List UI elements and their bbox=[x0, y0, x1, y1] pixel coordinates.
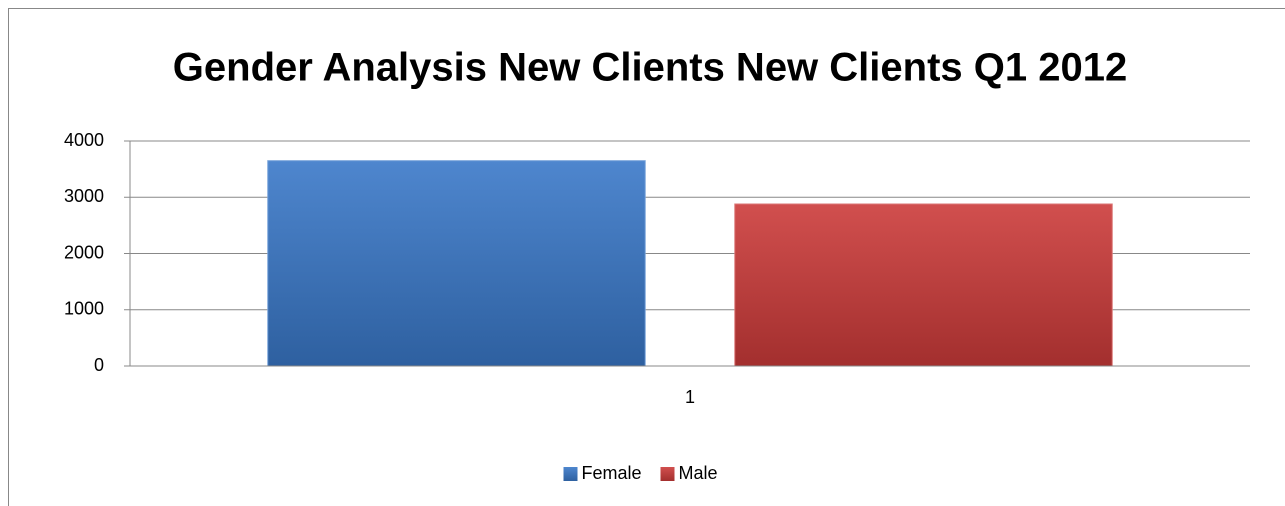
y-tick-label: 3000 bbox=[64, 186, 104, 206]
y-tick-label: 0 bbox=[94, 355, 104, 375]
chart-title: Gender Analysis New Clients New Clients … bbox=[173, 46, 1127, 90]
legend-swatch bbox=[660, 467, 675, 481]
y-tick-label: 1000 bbox=[64, 299, 104, 319]
legend-swatch bbox=[563, 467, 578, 481]
bar bbox=[267, 160, 646, 367]
bar bbox=[734, 203, 1113, 367]
y-tick-label: 2000 bbox=[64, 242, 104, 262]
y-tick-label: 4000 bbox=[64, 130, 104, 150]
x-tick-label: 1 bbox=[685, 387, 695, 407]
legend-label: Female bbox=[582, 463, 642, 483]
legend-label: Male bbox=[679, 463, 718, 483]
